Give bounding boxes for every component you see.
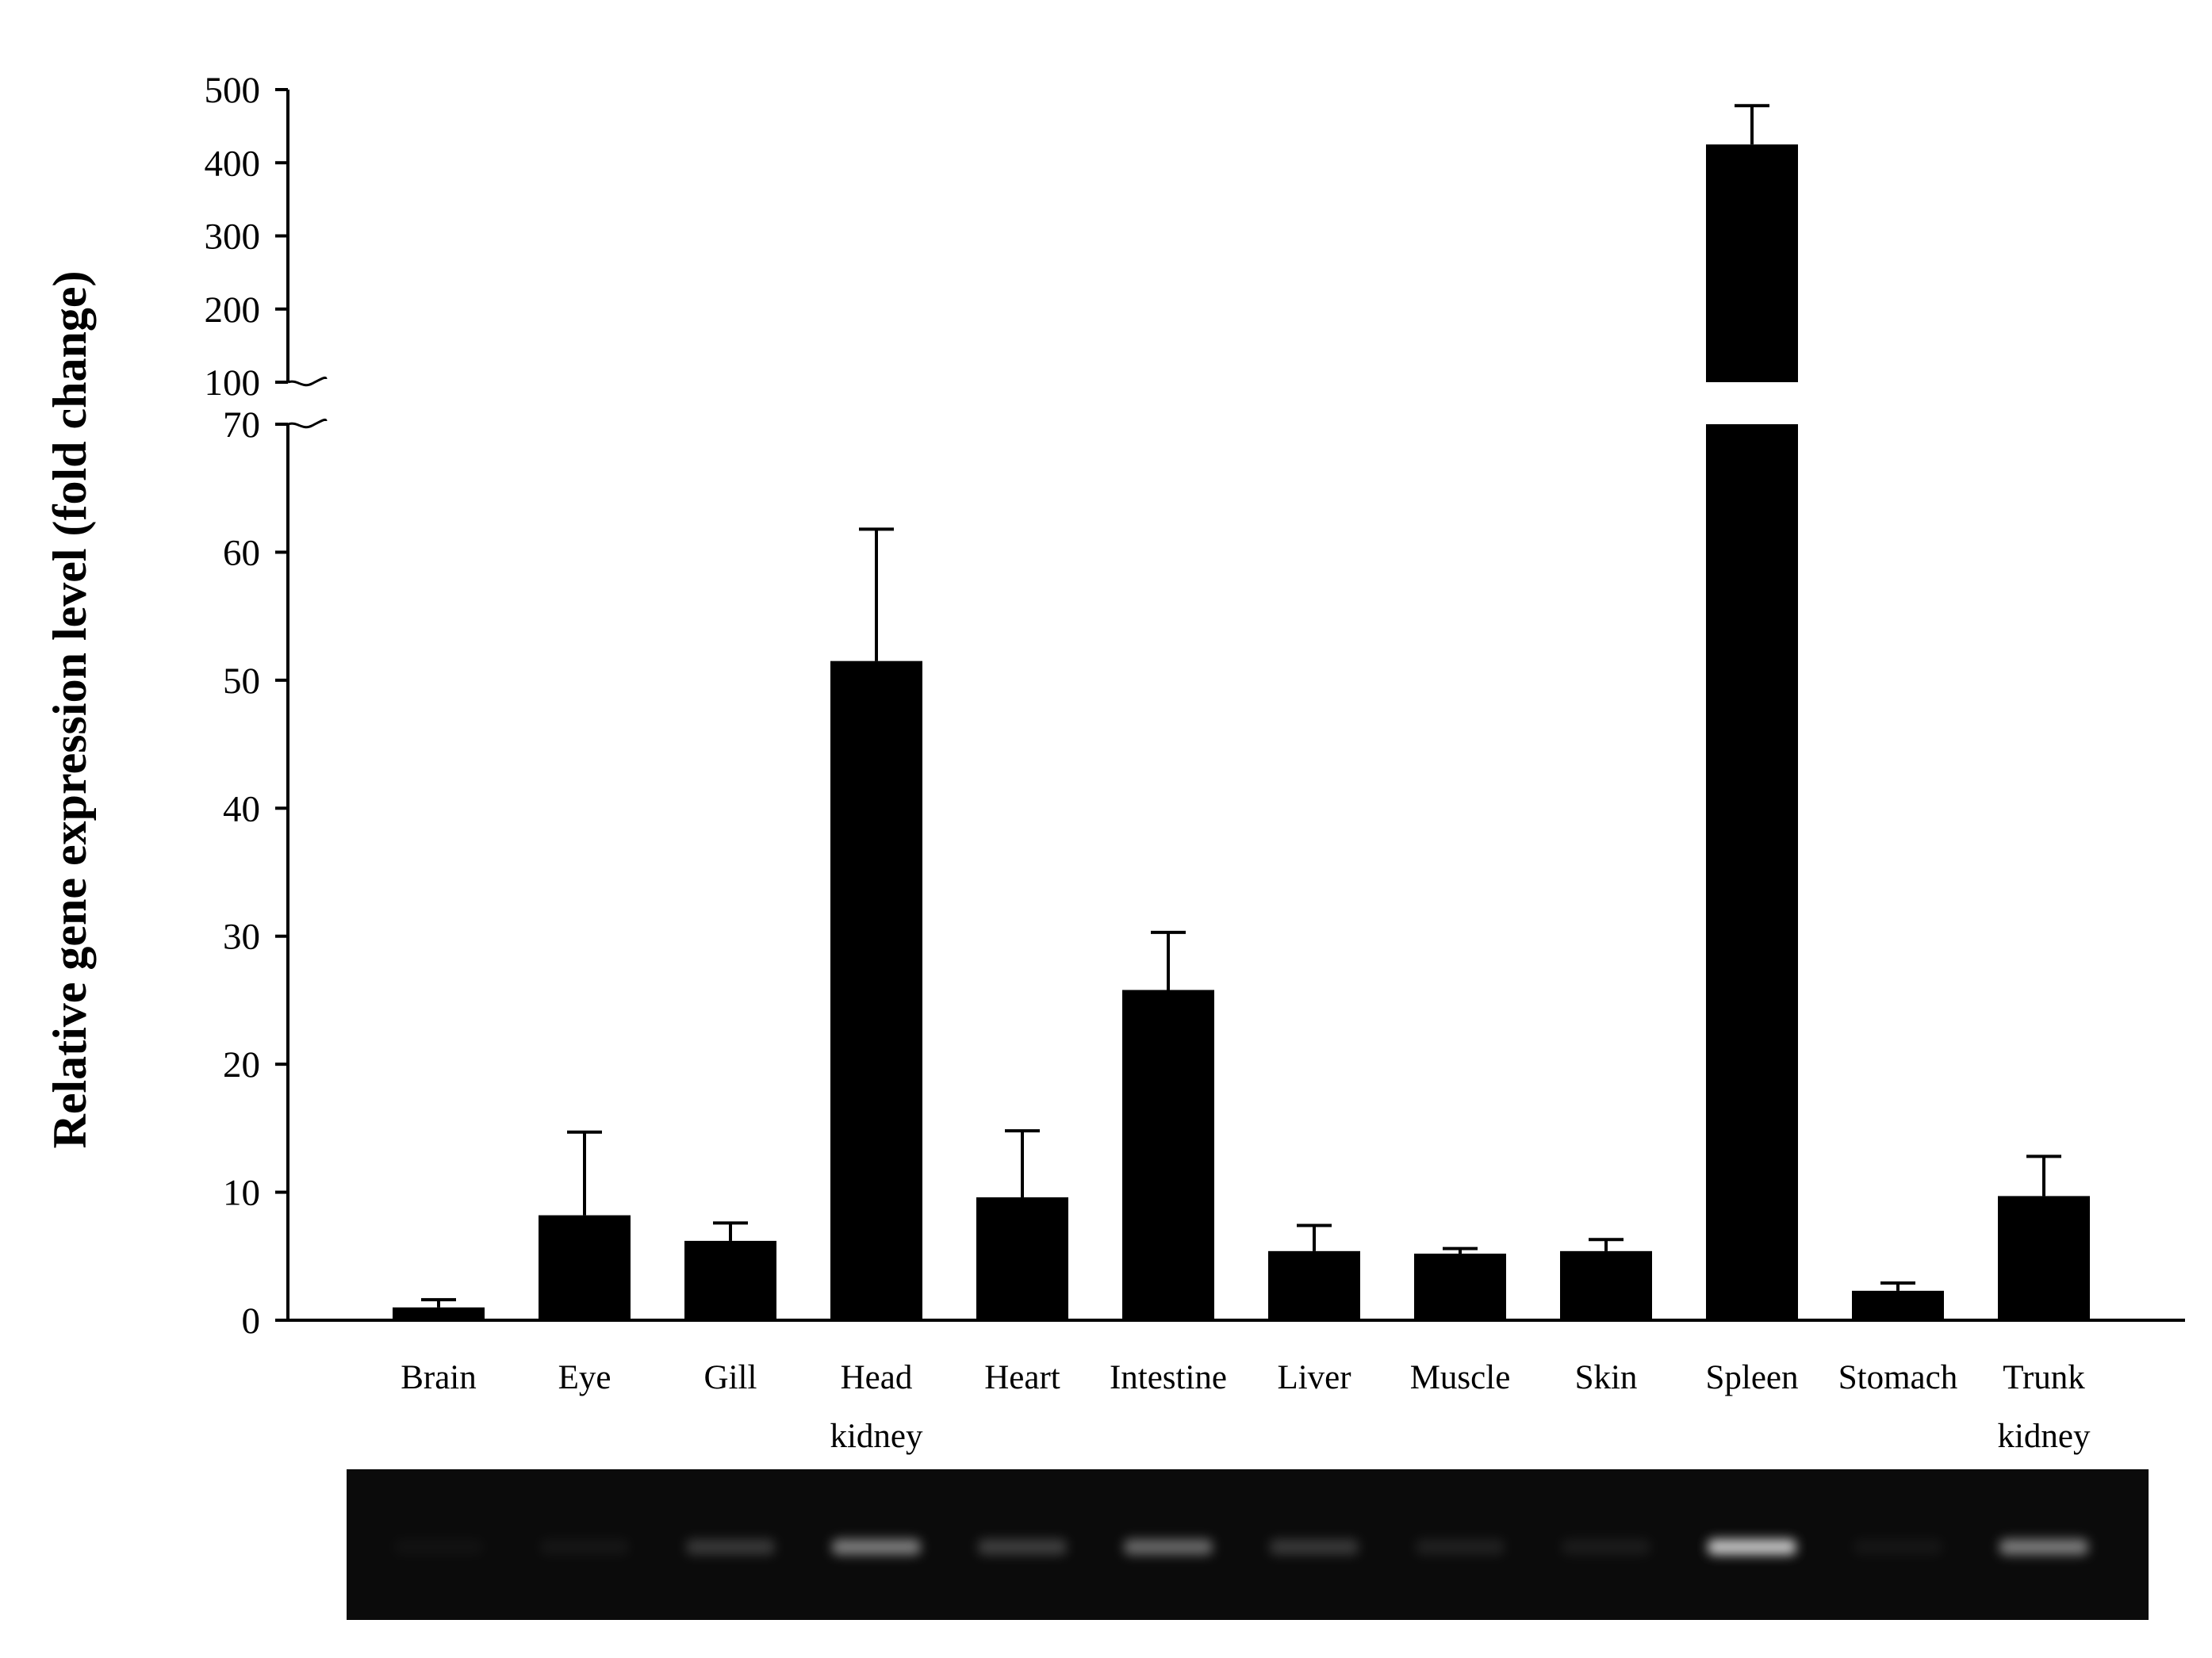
x-tick-label: Intestine [1110,1359,1227,1396]
bar [1706,424,1798,1320]
x-tick-label: Gill [704,1359,757,1396]
y-axis-label: Relative gene expression level (fold cha… [44,270,96,1148]
gel-background [347,1469,2149,1620]
bar [539,1215,631,1320]
gel-image [347,1469,2149,1620]
gel-band [1708,1539,1796,1555]
bar [393,1307,485,1320]
y-tick-label: 200 [205,289,261,331]
x-tick-label: Brain [401,1359,477,1396]
x-tick-label: Head kidney [830,1359,923,1455]
bar [1852,1290,1944,1320]
x-tick-label: Stomach [1838,1359,1957,1396]
gel-band [1999,1539,2088,1555]
bar-upper-segment [1706,144,1798,382]
gel-band [686,1539,775,1555]
y-tick-label: 100 [205,362,261,404]
x-tick-label: Skin [1575,1359,1638,1396]
bar [976,1197,1068,1320]
x-tick-label: Spleen [1705,1359,1798,1396]
bar [684,1240,776,1320]
y-tick-label: 20 [223,1044,260,1086]
y-tick-label: 40 [223,788,260,829]
gel-band [1416,1539,1505,1555]
bar [1414,1254,1506,1320]
gel-band [1562,1539,1650,1555]
y-tick-label: 30 [223,917,260,958]
y-tick-label: 10 [223,1173,260,1214]
y-tick-label: 400 [205,143,261,184]
bar [1122,990,1214,1320]
bar [1998,1196,2090,1320]
bar [830,661,922,1320]
x-tick-label: Eye [558,1359,611,1396]
axis-break-mark-upper [287,376,328,387]
axis-break-mark-lower [287,418,328,429]
y-tick-label: 70 [223,404,260,446]
bars [393,104,2090,1320]
x-tick-label: Heart [984,1359,1060,1396]
gel-band [1124,1539,1213,1555]
x-tick-label: Trunk kidney [1997,1359,2091,1455]
gel-band [394,1539,483,1555]
gel-band [832,1539,921,1555]
y-tick-label: 50 [223,661,260,702]
y-tick-label: 0 [242,1300,261,1342]
y-tick-label: 300 [205,216,261,258]
y-tick-label: 60 [223,532,260,573]
x-axis: Brain Eye Gill Head kidney Heart Intestine Live… [288,1319,2185,1455]
y-tick-label: 500 [205,70,261,111]
x-tick-label: Muscle [1410,1359,1511,1396]
gel-band [1270,1539,1359,1555]
gel-band [978,1539,1067,1555]
bar [1560,1250,1652,1320]
gel-band [540,1539,629,1555]
x-tick-label: Liver [1277,1359,1351,1396]
gel-band [1854,1539,1942,1555]
bar [1268,1250,1360,1320]
